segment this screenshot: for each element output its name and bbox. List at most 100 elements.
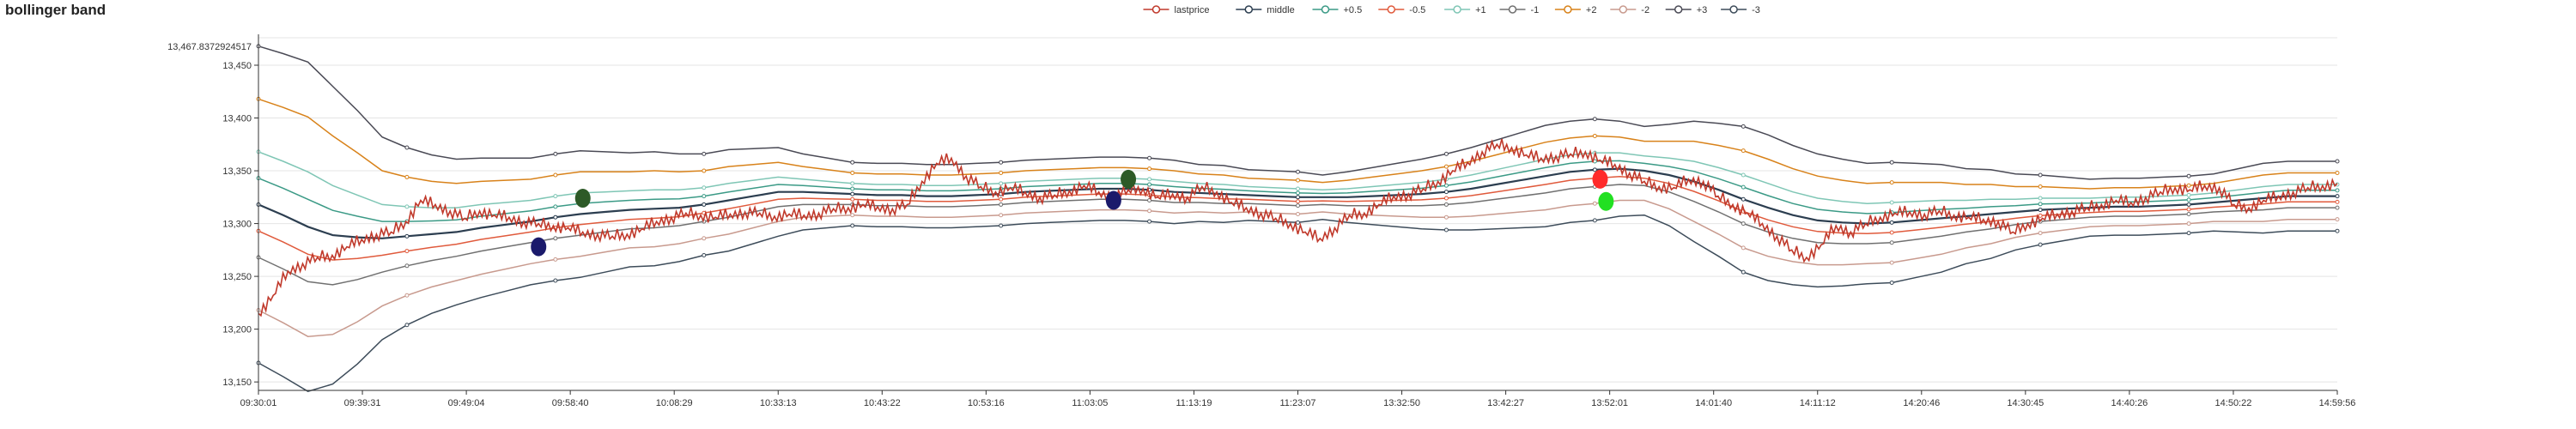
band-point [1443, 183, 1449, 188]
band-point [702, 194, 707, 199]
band-point [1741, 124, 1746, 129]
band-point [1443, 196, 1449, 201]
x-tick-label: 09:49:04 [448, 398, 485, 408]
y-tick-label: 13,350 [222, 166, 252, 177]
legend-swatch-dot [1674, 5, 1683, 14]
legend-item--3[interactable]: -3 [1721, 5, 1760, 15]
band-point [553, 214, 558, 220]
legend-label: -3 [1752, 5, 1760, 15]
band-point [2186, 197, 2191, 202]
legend-item-+2[interactable]: +2 [1554, 5, 1597, 15]
band-point [1296, 178, 1300, 183]
band-point [2335, 205, 2340, 210]
band-point [2335, 194, 2340, 199]
band-point [1443, 151, 1449, 156]
legend-item-+0.5[interactable]: +0.5 [1312, 5, 1363, 15]
signal-marker-dark-green [574, 189, 591, 208]
x-tick-label: 10:53:16 [968, 398, 1005, 408]
band-point [1147, 166, 1152, 172]
x-tick-label: 13:32:50 [1383, 398, 1420, 408]
band-point [850, 223, 855, 228]
band-+3 [258, 45, 2337, 180]
legend-item--1[interactable]: -1 [1499, 5, 1540, 15]
band-point [1296, 203, 1300, 208]
band-point [2186, 183, 2191, 188]
x-tick-label: 10:33:13 [760, 398, 797, 408]
band-point [2335, 171, 2340, 176]
band-point [1443, 227, 1449, 233]
band-point [1296, 212, 1300, 216]
band-point [999, 202, 1004, 207]
band-point [850, 160, 855, 165]
band-point [2038, 231, 2043, 236]
signal-marker-dark-blue [531, 237, 547, 257]
band-point [404, 145, 410, 150]
signal-marker-green [1598, 191, 1614, 211]
band-point [2038, 172, 2043, 178]
x-tick-label: 13:42:27 [1487, 398, 1524, 408]
y-tick-label: 13,150 [222, 378, 252, 388]
x-tick-label: 14:50:22 [2215, 398, 2252, 408]
band-point [553, 278, 558, 283]
band-markers-+3 [256, 44, 2340, 178]
band-point [404, 293, 410, 298]
band-point [1889, 230, 1894, 235]
band-point [404, 174, 410, 179]
legend-label: -2 [1641, 5, 1649, 15]
band-point [1741, 245, 1746, 251]
legend-item--0.5[interactable]: -0.5 [1378, 5, 1425, 15]
legend-swatch-dot [1729, 5, 1738, 14]
band-point [1741, 184, 1746, 190]
legend-item-+3[interactable]: +3 [1665, 5, 1708, 15]
band-point [1296, 190, 1300, 196]
band-point [702, 151, 707, 156]
band-point [2186, 207, 2191, 212]
legend-label: +0.5 [1344, 5, 1363, 15]
legend: lastprice middle +0.5 -0.5 +1 -1 +2 -2 +3 -3 [1143, 5, 1760, 15]
legend-label: +2 [1586, 5, 1597, 15]
grid [258, 37, 2337, 383]
band-point [2038, 242, 2043, 247]
band-+2 [258, 98, 2337, 190]
x-tick-label: 09:39:31 [344, 398, 381, 408]
legend-label: +3 [1697, 5, 1708, 15]
legend-item-middle[interactable]: middle [1236, 5, 1295, 15]
band-point [2335, 217, 2340, 222]
band-point [404, 204, 410, 209]
legend-item-lastprice[interactable]: lastprice [1143, 5, 1210, 15]
band-point [999, 181, 1004, 186]
price-line [258, 138, 2338, 317]
legend-label: lastprice [1175, 5, 1210, 15]
band-point [850, 186, 855, 191]
band-point [553, 257, 558, 262]
band-point [1296, 186, 1300, 191]
band-point [1889, 240, 1894, 245]
x-tick-label: 09:30:01 [240, 398, 277, 408]
legend-swatch-dot [1508, 5, 1517, 14]
band--3 [258, 214, 2337, 393]
band-point [702, 252, 707, 257]
legend-swatch-dot [1453, 5, 1461, 14]
legend-swatch-dot [1619, 5, 1628, 14]
band-point [2186, 212, 2191, 216]
legend-swatch-dot [1244, 5, 1254, 14]
band-point [1147, 198, 1152, 203]
x-tick-label: 14:59:56 [2319, 398, 2356, 408]
band-point [999, 213, 1004, 218]
band-point [1443, 190, 1449, 195]
legend-label: -0.5 [1409, 5, 1425, 15]
band-point [2038, 196, 2043, 201]
y-tick-label: 13,300 [222, 220, 252, 230]
price-series [258, 138, 2338, 317]
band-markers-+2 [256, 96, 2340, 190]
band-point [553, 204, 558, 209]
band-point [404, 263, 410, 269]
legend-item-+1[interactable]: +1 [1444, 5, 1486, 15]
band-point [1889, 160, 1894, 165]
band-point [553, 236, 558, 241]
legend-label: +1 [1475, 5, 1486, 15]
band-markers-+1 [256, 149, 2340, 209]
band-point [1889, 180, 1894, 185]
band-point [2038, 213, 2043, 218]
legend-item--2[interactable]: -2 [1610, 5, 1649, 15]
